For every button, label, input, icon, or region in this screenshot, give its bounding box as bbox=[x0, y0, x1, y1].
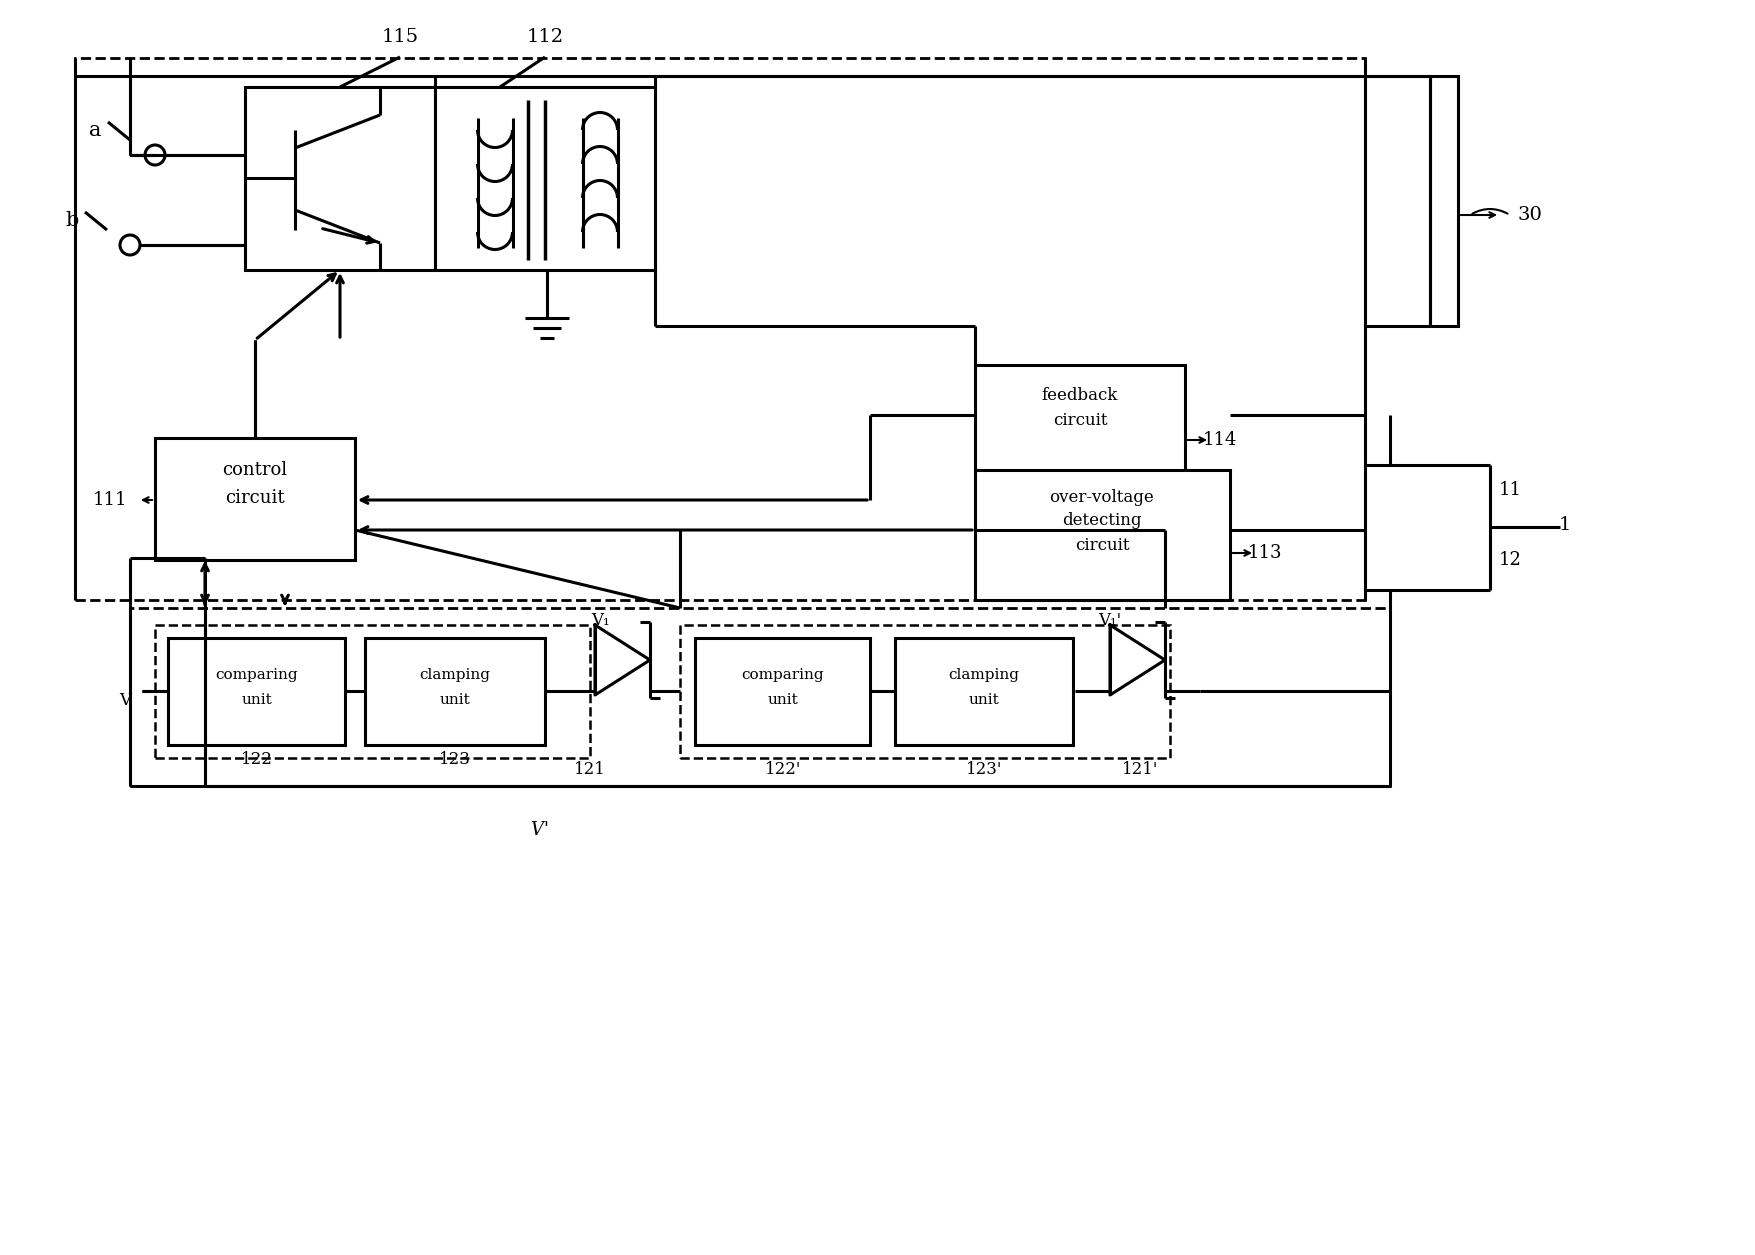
Text: 122': 122' bbox=[765, 762, 802, 778]
Text: 12: 12 bbox=[1499, 551, 1522, 569]
Text: unit: unit bbox=[767, 693, 799, 707]
Text: 115: 115 bbox=[381, 28, 418, 46]
Text: clamping: clamping bbox=[948, 668, 1020, 681]
Text: circuit: circuit bbox=[1074, 536, 1128, 553]
Text: 30: 30 bbox=[1518, 206, 1543, 223]
Bar bbox=[679, 625, 1171, 758]
Text: V⁣: V⁣ bbox=[119, 692, 132, 709]
Bar bbox=[1430, 77, 1458, 326]
Bar bbox=[976, 471, 1230, 600]
Text: unit: unit bbox=[969, 693, 999, 707]
Text: 11: 11 bbox=[1499, 481, 1522, 499]
Text: 123': 123' bbox=[965, 762, 1002, 778]
Text: V₁': V₁' bbox=[1099, 611, 1121, 629]
Text: over-voltage: over-voltage bbox=[1049, 488, 1155, 506]
Text: 122: 122 bbox=[240, 752, 274, 768]
Bar bbox=[895, 638, 1072, 745]
Text: circuit: circuit bbox=[1053, 412, 1107, 428]
Bar bbox=[154, 625, 590, 758]
Bar bbox=[435, 87, 655, 270]
Text: feedback: feedback bbox=[1042, 387, 1118, 404]
Text: 1: 1 bbox=[1558, 516, 1571, 533]
Text: control: control bbox=[223, 461, 288, 479]
Text: unit: unit bbox=[242, 693, 272, 707]
Text: b: b bbox=[65, 211, 79, 230]
Text: unit: unit bbox=[439, 693, 470, 707]
Bar bbox=[976, 365, 1185, 474]
Bar bbox=[168, 638, 346, 745]
Text: 121: 121 bbox=[574, 762, 605, 778]
Text: V⁣': V⁣' bbox=[532, 821, 549, 840]
Text: 113: 113 bbox=[1248, 543, 1283, 562]
Text: clamping: clamping bbox=[419, 668, 490, 681]
Text: 112: 112 bbox=[526, 28, 563, 46]
Text: 121': 121' bbox=[1121, 762, 1158, 778]
Text: 114: 114 bbox=[1202, 430, 1237, 449]
Bar bbox=[75, 58, 1365, 600]
Text: a: a bbox=[90, 120, 102, 139]
Bar bbox=[365, 638, 546, 745]
Text: 123: 123 bbox=[439, 752, 470, 768]
Bar bbox=[695, 638, 870, 745]
Text: circuit: circuit bbox=[225, 489, 284, 507]
Text: comparing: comparing bbox=[216, 668, 298, 681]
Text: comparing: comparing bbox=[742, 668, 825, 681]
Bar bbox=[246, 87, 435, 270]
Bar bbox=[130, 607, 1390, 786]
Bar bbox=[154, 438, 355, 560]
Text: 111: 111 bbox=[93, 491, 128, 510]
Text: V₁: V₁ bbox=[591, 611, 609, 629]
Text: detecting: detecting bbox=[1062, 512, 1143, 528]
